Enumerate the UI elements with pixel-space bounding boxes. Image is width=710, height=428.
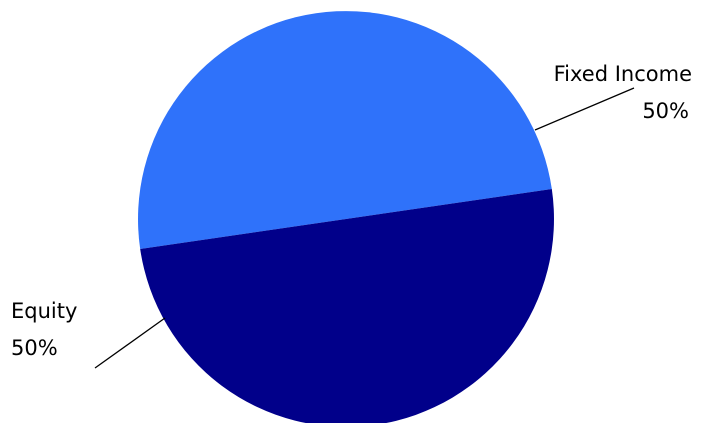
slice-label-equity: Equity bbox=[11, 299, 77, 323]
pie-slice-equity bbox=[140, 188, 554, 427]
slice-labels: Fixed Income 50% Equity 50% bbox=[11, 62, 692, 360]
pie-slices bbox=[138, 11, 554, 427]
leader-line-fixed-income bbox=[534, 87, 635, 131]
pie-slice-fixed-income bbox=[138, 11, 552, 250]
slice-value-equity: 50% bbox=[11, 336, 58, 360]
leader-lines bbox=[94, 87, 635, 369]
slice-value-fixed-income: 50% bbox=[642, 99, 689, 123]
slice-label-fixed-income: Fixed Income bbox=[554, 62, 692, 86]
leader-line-equity bbox=[94, 317, 166, 369]
